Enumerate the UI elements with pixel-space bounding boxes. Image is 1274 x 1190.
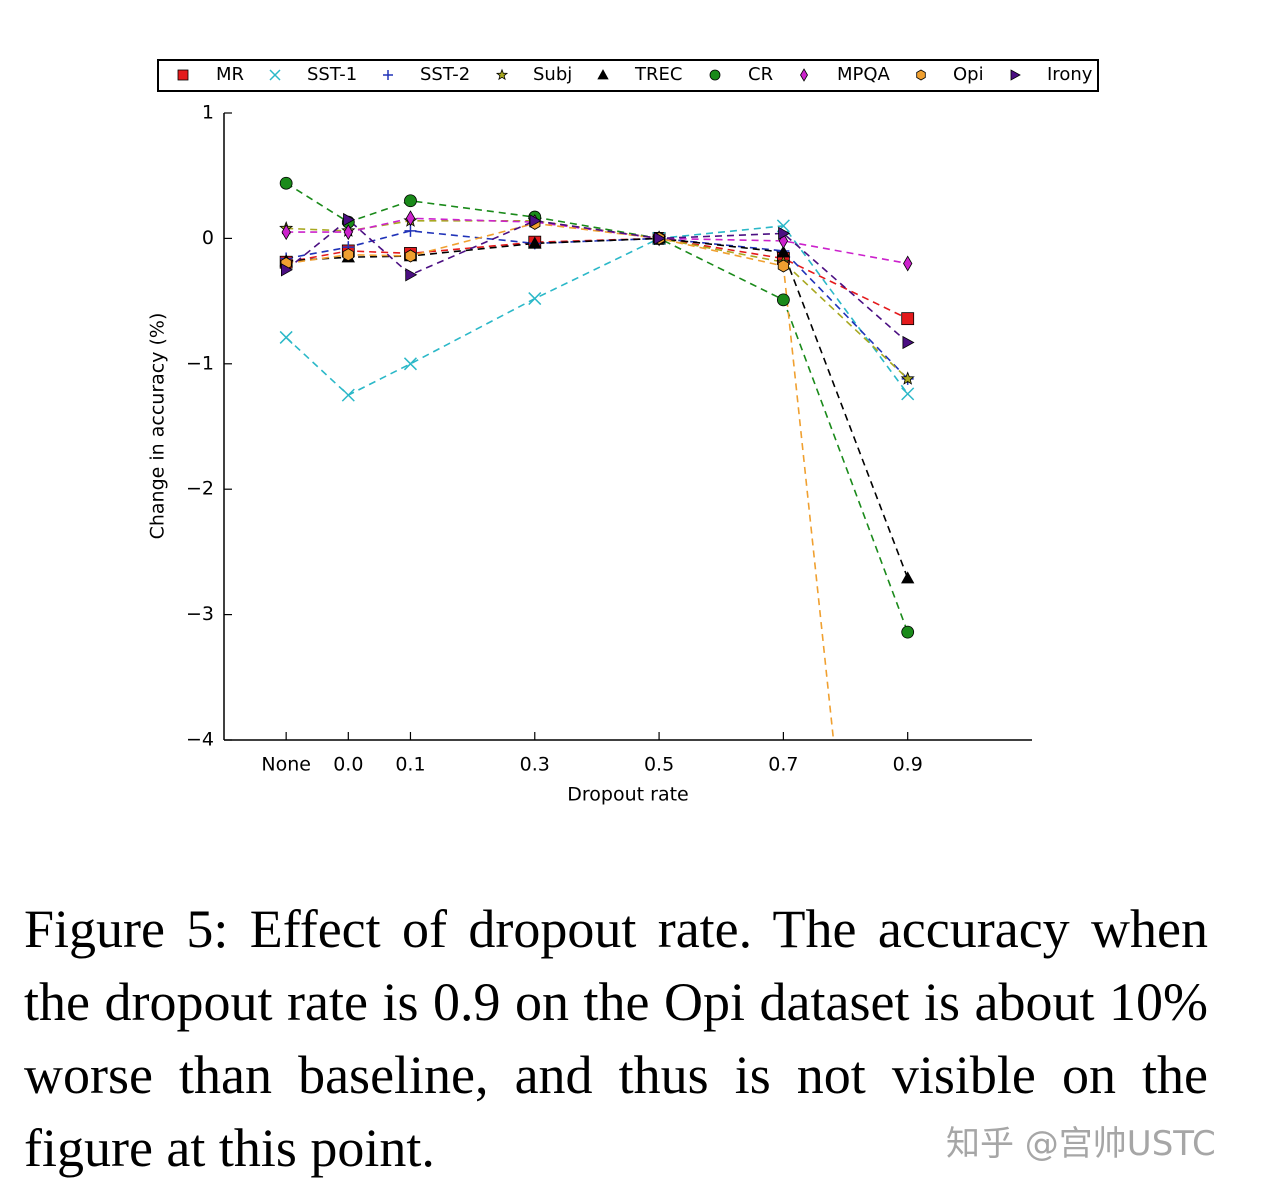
series-line [286, 237, 909, 579]
x-tick-label: None [261, 754, 311, 776]
plot-area [279, 176, 915, 740]
marker [901, 571, 915, 584]
marker [404, 224, 417, 237]
legend-label: Subj [533, 64, 572, 85]
marker [529, 214, 542, 228]
marker [776, 245, 791, 258]
legend-label: TREC [634, 64, 682, 85]
marker [901, 625, 915, 639]
legend-marker [269, 69, 281, 81]
legend-marker [800, 68, 808, 82]
legend-label: Opi [953, 64, 984, 85]
x-tick-label: 0.5 [644, 754, 674, 776]
legend-marker [383, 70, 393, 80]
series-line [286, 222, 835, 740]
caption: Figure 5: Effect of dropout rate. The ac… [24, 899, 1208, 1178]
marker [342, 248, 354, 262]
legend-label: CR [748, 64, 773, 85]
y-tick-label: 1 [202, 102, 214, 124]
legend-label: Irony [1047, 64, 1093, 85]
marker [900, 371, 915, 385]
marker [341, 388, 355, 402]
legend-marker [495, 68, 509, 81]
chart: Dropout rate Change in accuracy (%) −4 −3… [147, 59, 1099, 806]
y-tick-label: 0 [202, 227, 214, 249]
series-line [286, 220, 909, 380]
legend-marker [709, 69, 721, 81]
y-axis-label: Change in accuracy (%) [147, 313, 169, 540]
series-line [285, 225, 909, 397]
x-axis-label: Dropout rate [567, 784, 688, 806]
marker [281, 224, 291, 241]
marker [280, 263, 294, 277]
legend-label: SST-1 [307, 64, 357, 85]
y-tick-label: −2 [186, 478, 214, 500]
series-line [285, 218, 909, 344]
marker [776, 293, 790, 307]
x-tick-label: 0.3 [520, 754, 550, 776]
legend-label: SST-2 [420, 64, 470, 85]
y-tick-label: −3 [186, 603, 214, 625]
marker [777, 259, 789, 273]
marker [279, 176, 293, 190]
watermark: 知乎 @宫帅USTC [946, 1124, 1216, 1164]
x-tick-label: 0.9 [893, 754, 923, 776]
legend-marker [916, 69, 926, 81]
marker [901, 312, 915, 326]
x-tick-label: 0.1 [395, 754, 425, 776]
marker [778, 226, 791, 241]
marker [405, 210, 416, 227]
y-tick-label: −1 [186, 352, 214, 374]
marker [343, 212, 356, 227]
marker [404, 194, 417, 208]
marker [903, 255, 913, 272]
marker [653, 231, 666, 246]
x-tick-label: 0.7 [768, 754, 798, 776]
marker [528, 236, 542, 249]
legend-marker [177, 69, 189, 81]
marker [403, 357, 417, 371]
marker [405, 268, 418, 282]
marker [279, 330, 293, 344]
marker [528, 292, 542, 306]
legend-label: MPQA [837, 64, 891, 85]
marker [404, 249, 417, 263]
x-tick-label: 0.0 [333, 754, 363, 776]
legend-box [157, 59, 1099, 92]
marker [343, 224, 353, 241]
marker [902, 335, 915, 350]
y-tick-label: −4 [186, 729, 214, 751]
legend-marker [1010, 69, 1021, 81]
marker [901, 387, 915, 401]
series-line [286, 237, 909, 320]
legend-label: MR [216, 64, 244, 85]
series-line [286, 230, 909, 380]
legend-marker [597, 69, 609, 80]
